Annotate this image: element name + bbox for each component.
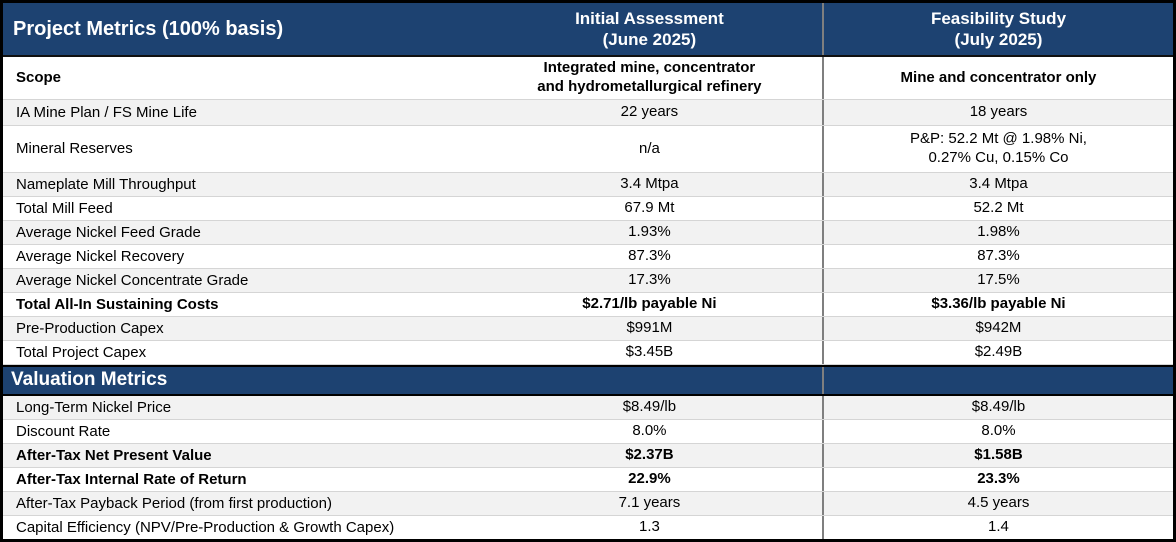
ia-value: 8.0% <box>632 422 667 440</box>
row-label: After-Tax Payback Period (from first pro… <box>16 494 332 512</box>
table-row-discount-rate: Discount Rate 8.0% 8.0% <box>3 420 1173 444</box>
valuation-metrics-section-header: Valuation Metrics <box>3 365 1173 396</box>
row-label: Average Nickel Concentrate Grade <box>16 271 249 289</box>
fs-value: $3.36/lb payable Ni <box>821 293 1173 316</box>
table-row-mine-life: IA Mine Plan / FS Mine Life 22 years 18 … <box>3 100 1173 126</box>
fs-value: Mine and concentrator only <box>821 57 1173 99</box>
ia-value: $8.49/lb <box>622 398 677 416</box>
ia-value: 17.3% <box>628 271 671 289</box>
ia-value: 22.9% <box>628 470 671 488</box>
row-label: After-Tax Net Present Value <box>16 446 212 464</box>
table-row-nickel-price: Long-Term Nickel Price $8.49/lb $8.49/lb <box>3 396 1173 420</box>
row-label: Long-Term Nickel Price <box>16 398 172 416</box>
fs-value: 23.3% <box>821 468 1173 491</box>
fs-value: $1.58B <box>821 444 1173 467</box>
table-row-npv: After-Tax Net Present Value $2.37B $1.58… <box>3 444 1173 468</box>
ia-value: 67.9 Mt <box>624 199 675 217</box>
ia-value: 22 years <box>620 103 679 121</box>
row-label: Discount Rate <box>16 422 111 440</box>
row-label: Average Nickel Feed Grade <box>16 223 201 241</box>
ia-value: 7.1 years <box>618 494 681 512</box>
table-row-concentrate-grade: Average Nickel Concentrate Grade 17.3% 1… <box>3 269 1173 293</box>
row-label: Pre-Production Capex <box>16 319 164 337</box>
fs-value: 4.5 years <box>821 492 1173 515</box>
table-title: Project Metrics (100% basis) <box>13 18 284 40</box>
row-label: IA Mine Plan / FS Mine Life <box>16 103 197 121</box>
row-label: Mineral Reserves <box>16 140 133 157</box>
table-row-scope: Scope Integrated mine, concentrator and … <box>3 57 1173 100</box>
fs-value: 1.98% <box>821 221 1173 244</box>
table-row-nameplate-throughput: Nameplate Mill Throughput 3.4 Mtpa 3.4 M… <box>3 173 1173 197</box>
table-row-payback-period: After-Tax Payback Period (from first pro… <box>3 492 1173 516</box>
row-label: Total Project Capex <box>16 343 147 361</box>
table-row-nickel-recovery: Average Nickel Recovery 87.3% 87.3% <box>3 245 1173 269</box>
ia-value: $2.71/lb payable Ni <box>582 295 717 313</box>
fs-value: 52.2 Mt <box>821 197 1173 220</box>
ia-value: n/a <box>638 139 660 157</box>
table-row-irr: After-Tax Internal Rate of Return 22.9% … <box>3 468 1173 492</box>
row-label: Nameplate Mill Throughput <box>16 175 196 193</box>
table-row-total-project-capex: Total Project Capex $3.45B $2.49B <box>3 341 1173 365</box>
row-label: Average Nickel Recovery <box>16 247 185 265</box>
ia-value: 3.4 Mtpa <box>620 175 679 193</box>
ia-value: $2.37B <box>625 446 674 464</box>
row-label: Total Mill Feed <box>16 199 113 217</box>
ia-value: 1.3 <box>638 518 660 536</box>
table-row-nickel-feed-grade: Average Nickel Feed Grade 1.93% 1.98% <box>3 221 1173 245</box>
section-spacer <box>821 367 1173 394</box>
fs-value: 17.5% <box>821 269 1173 292</box>
fs-value: P&P: 52.2 Mt @ 1.98% Ni, 0.27% Cu, 0.15%… <box>821 126 1173 172</box>
fs-value: 1.4 <box>821 516 1173 539</box>
row-label: Scope <box>16 69 62 86</box>
section-title: Valuation Metrics <box>11 369 168 391</box>
row-label: After-Tax Internal Rate of Return <box>16 470 247 488</box>
fs-value: 87.3% <box>821 245 1173 268</box>
ia-value: Integrated mine, concentrator and hydrom… <box>537 59 762 95</box>
column-header-feasibility-study: Feasibility Study (July 2025) <box>821 3 1173 55</box>
column-header-initial-assessment: Initial Assessment (June 2025) <box>575 8 724 49</box>
fs-value: 3.4 Mtpa <box>821 173 1173 196</box>
fs-value: 18 years <box>821 100 1173 125</box>
table-row-mineral-reserves: Mineral Reserves n/a P&P: 52.2 Mt @ 1.98… <box>3 126 1173 173</box>
fs-value: $8.49/lb <box>821 396 1173 419</box>
ia-value: 1.93% <box>628 223 671 241</box>
table-row-total-mill-feed: Total Mill Feed 67.9 Mt 52.2 Mt <box>3 197 1173 221</box>
fs-value: 8.0% <box>821 420 1173 443</box>
fs-value: $942M <box>821 317 1173 340</box>
row-label: Capital Efficiency (NPV/Pre-Production &… <box>16 518 395 536</box>
ia-value: $991M <box>626 319 673 337</box>
table-header-row: Project Metrics (100% basis) Initial Ass… <box>3 3 1173 57</box>
section-spacer <box>477 367 822 394</box>
ia-value: 87.3% <box>628 247 671 265</box>
table-row-capital-efficiency: Capital Efficiency (NPV/Pre-Production &… <box>3 516 1173 539</box>
table-row-preproduction-capex: Pre-Production Capex $991M $942M <box>3 317 1173 341</box>
fs-value: $2.49B <box>821 341 1173 364</box>
ia-value: $3.45B <box>625 343 674 361</box>
row-label: Total All-In Sustaining Costs <box>16 295 219 313</box>
table-row-aisc: Total All-In Sustaining Costs $2.71/lb p… <box>3 293 1173 317</box>
